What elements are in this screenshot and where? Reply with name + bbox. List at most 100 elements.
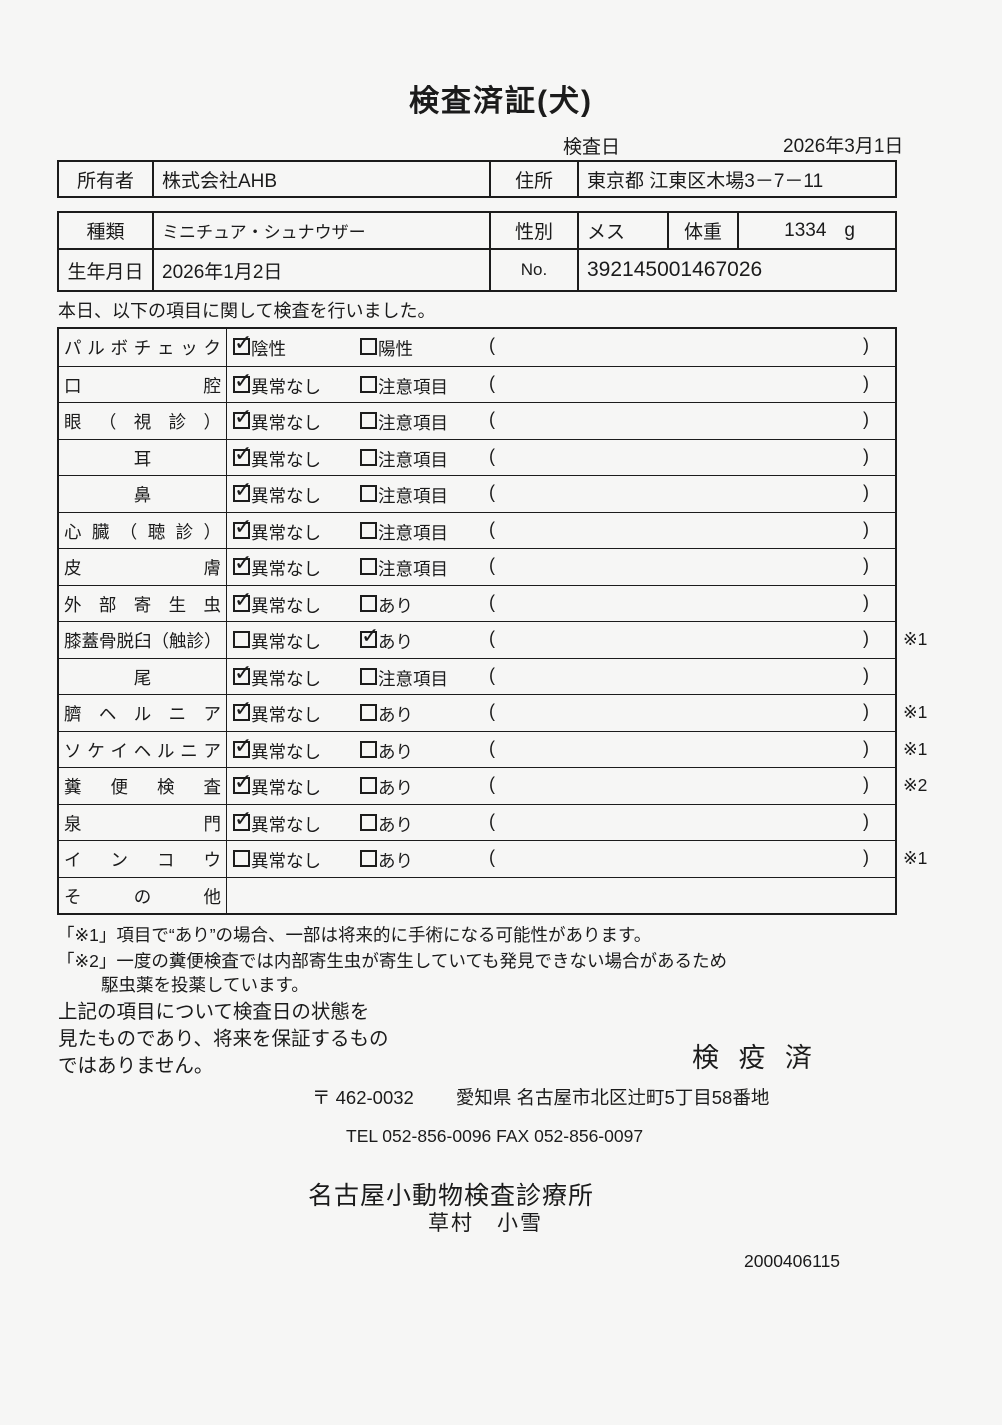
birth-value: 2026年1月2日 (152, 250, 489, 290)
checklist-item-label: そ の 他 (59, 877, 227, 913)
checkbox-option2[interactable] (360, 485, 377, 502)
checkbox-option2[interactable] (360, 594, 377, 612)
option2-label: あり (378, 814, 413, 835)
disclaimer-line2: 見たものであり、将来を保証するもの (58, 1028, 389, 1050)
checklist-item-label: 口 腔 (59, 366, 227, 402)
checkbox-option1[interactable] (233, 660, 252, 686)
owner-table: 所有者 株式会社AHB 住所 東京都 江東区木場3－7－11 (57, 160, 897, 198)
checkbox-option2[interactable] (360, 704, 377, 721)
option2-label: あり (378, 778, 413, 798)
disclaimer-line1: 上記の項目について検査日の状態を (58, 1001, 370, 1023)
checklist-row: そ の 他 (59, 876, 895, 914)
checkbox-option2[interactable] (360, 558, 377, 575)
exam-date-label: 検査日 (563, 137, 621, 158)
disclaimer-line3: ではありません。 (58, 1055, 214, 1077)
checkbox-option1[interactable] (233, 550, 252, 576)
checkbox-option1[interactable] (233, 733, 252, 759)
checklist-row-content (227, 878, 895, 914)
checkbox-option2[interactable] (360, 667, 377, 685)
quarantine-stamp-text: 検 疫 済 (692, 1043, 819, 1073)
remarks-paren-open: ( (489, 591, 495, 612)
checklist-item-label: 心 臓 （ 聴 診 ） (59, 512, 227, 548)
checklist-item-label: パ ル ボ チ ェ ッ ク (59, 329, 227, 366)
checklist-item-label: 皮 膚 (59, 549, 227, 585)
option2-label: 注意項目 (378, 449, 448, 470)
disclaimer-text: 上記の項目について検査日の状態を 見たものであり、将来を保証するもの ではありま… (58, 999, 389, 1080)
checkbox-option1[interactable] (233, 330, 252, 356)
checklist-row-content: 異常なし あり ( ) ※2 (227, 768, 927, 804)
option1-label: 異常なし (251, 376, 321, 397)
option1-label: 異常なし (251, 632, 321, 652)
checkbox-option2[interactable] (360, 623, 379, 649)
option1-label: 異常なし (251, 413, 321, 433)
breed-row: 種類 ミニチュア・シュナウザー 性別 メス 体重 1334 g (59, 213, 895, 248)
checkbox-option2[interactable] (360, 740, 377, 758)
checkbox-option2[interactable] (360, 813, 377, 831)
option1-label: 異常なし (251, 595, 321, 616)
option1-label: 異常なし (251, 778, 321, 798)
checkbox-option1[interactable] (233, 404, 252, 430)
checkbox-option2[interactable] (360, 412, 377, 429)
footnote-2-line2: 駆虫薬を投薬しています。 (101, 975, 309, 995)
checkbox-option2[interactable] (360, 521, 377, 539)
checklist-row-content: 異常なし あり ( ) ※1 (227, 622, 927, 658)
sex-label: 性別 (489, 213, 577, 248)
exam-date-value: 2026年3月1日 (783, 136, 904, 157)
checklist-row: ソ ケ イ ヘ ル ニ ア 異常なし あり ( ) ※1 (59, 730, 927, 767)
checkbox-option2[interactable] (360, 375, 377, 393)
checklist-row: パ ル ボ チ ェ ッ ク 陰性 陽性 ( ) (59, 329, 895, 366)
remarks-paren-close: ) (863, 409, 869, 429)
option2-label: 注意項目 (378, 376, 448, 397)
weight-unit: g (844, 219, 855, 241)
option1-label: 異常なし (251, 559, 321, 579)
checklist-item-label: 外 部 寄 生 虫 (59, 585, 227, 621)
checkbox-option2[interactable] (360, 338, 377, 355)
clinic-address: 愛知県 名古屋市北区辻町5丁目58番地 (455, 1087, 770, 1108)
checkbox-option2[interactable] (360, 850, 377, 867)
document-serial-number: 2000406115 (744, 1251, 841, 1271)
option1-label: 異常なし (251, 668, 321, 689)
checklist-row-content: 異常なし 注意項目 ( ) (227, 659, 895, 695)
checklist-row: 耳 異常なし 注意項目 ( ) (59, 438, 895, 475)
checkbox-option1[interactable] (233, 368, 252, 394)
checkbox-option1[interactable] (233, 696, 252, 722)
no-value: 392145001467026 (577, 250, 895, 290)
owner-value: 株式会社AHB (152, 162, 489, 196)
checklist-row-content: 異常なし 注意項目 ( ) (227, 403, 895, 439)
remarks-paren-close: ) (863, 445, 869, 466)
option1-label: 異常なし (251, 449, 321, 470)
checklist-row: 膝蓋骨脱臼（触診） 異常なし あり ( ) ※1 (59, 621, 927, 658)
remarks-paren-open: ( (489, 518, 495, 539)
checklist-row-content: 異常なし 注意項目 ( ) (227, 367, 895, 403)
checklist-row-content: 異常なし 注意項目 ( ) (227, 549, 895, 585)
remarks-paren-open: ( (489, 335, 495, 355)
checkbox-option1[interactable] (233, 806, 252, 832)
sex-value: メス (577, 213, 667, 248)
option2-label: あり (378, 595, 413, 616)
checkbox-option2[interactable] (360, 448, 377, 466)
checkbox-option1[interactable] (233, 514, 252, 540)
remarks-paren-open: ( (489, 482, 495, 502)
remarks-paren-close: ) (863, 701, 869, 721)
checkbox-option1[interactable] (233, 587, 252, 613)
weight-number: 1334 (784, 219, 827, 241)
remarks-paren-close: ) (863, 664, 869, 685)
checkbox-option1[interactable] (233, 631, 250, 648)
checklist-item-label: 尾 (59, 658, 227, 694)
clinic-postal-address: 〒 462-0032 愛知県 名古屋市北区辻町5丁目58番地 (312, 1084, 769, 1110)
remarks-paren-open: ( (489, 445, 495, 466)
checklist-item-label: ソ ケ イ ヘ ル ニ ア (59, 731, 227, 767)
checkbox-option1[interactable] (233, 769, 252, 795)
remarks-paren-open: ( (489, 372, 495, 393)
owner-row: 所有者 株式会社AHB 住所 東京都 江東区木場3－7－11 (59, 162, 895, 196)
checkbox-option2[interactable] (360, 777, 377, 794)
remarks-paren-close: ) (863, 847, 869, 867)
checkbox-option1[interactable] (233, 441, 252, 467)
checkbox-option1[interactable] (233, 477, 252, 503)
checklist-row: 心 臓 （ 聴 診 ） 異常なし 注意項目 ( ) (59, 511, 895, 548)
checkbox-option1[interactable] (233, 850, 250, 867)
intro-sentence: 本日、以下の項目に関して検査を行いました。 (58, 301, 436, 321)
remarks-paren-close: ) (863, 555, 869, 575)
clinic-tel-fax: TEL 052-856-0096 FAX 052-856-0097 (346, 1126, 644, 1146)
checklist-row: イ ン コ ウ 異常なし あり ( ) ※1 (59, 840, 927, 877)
